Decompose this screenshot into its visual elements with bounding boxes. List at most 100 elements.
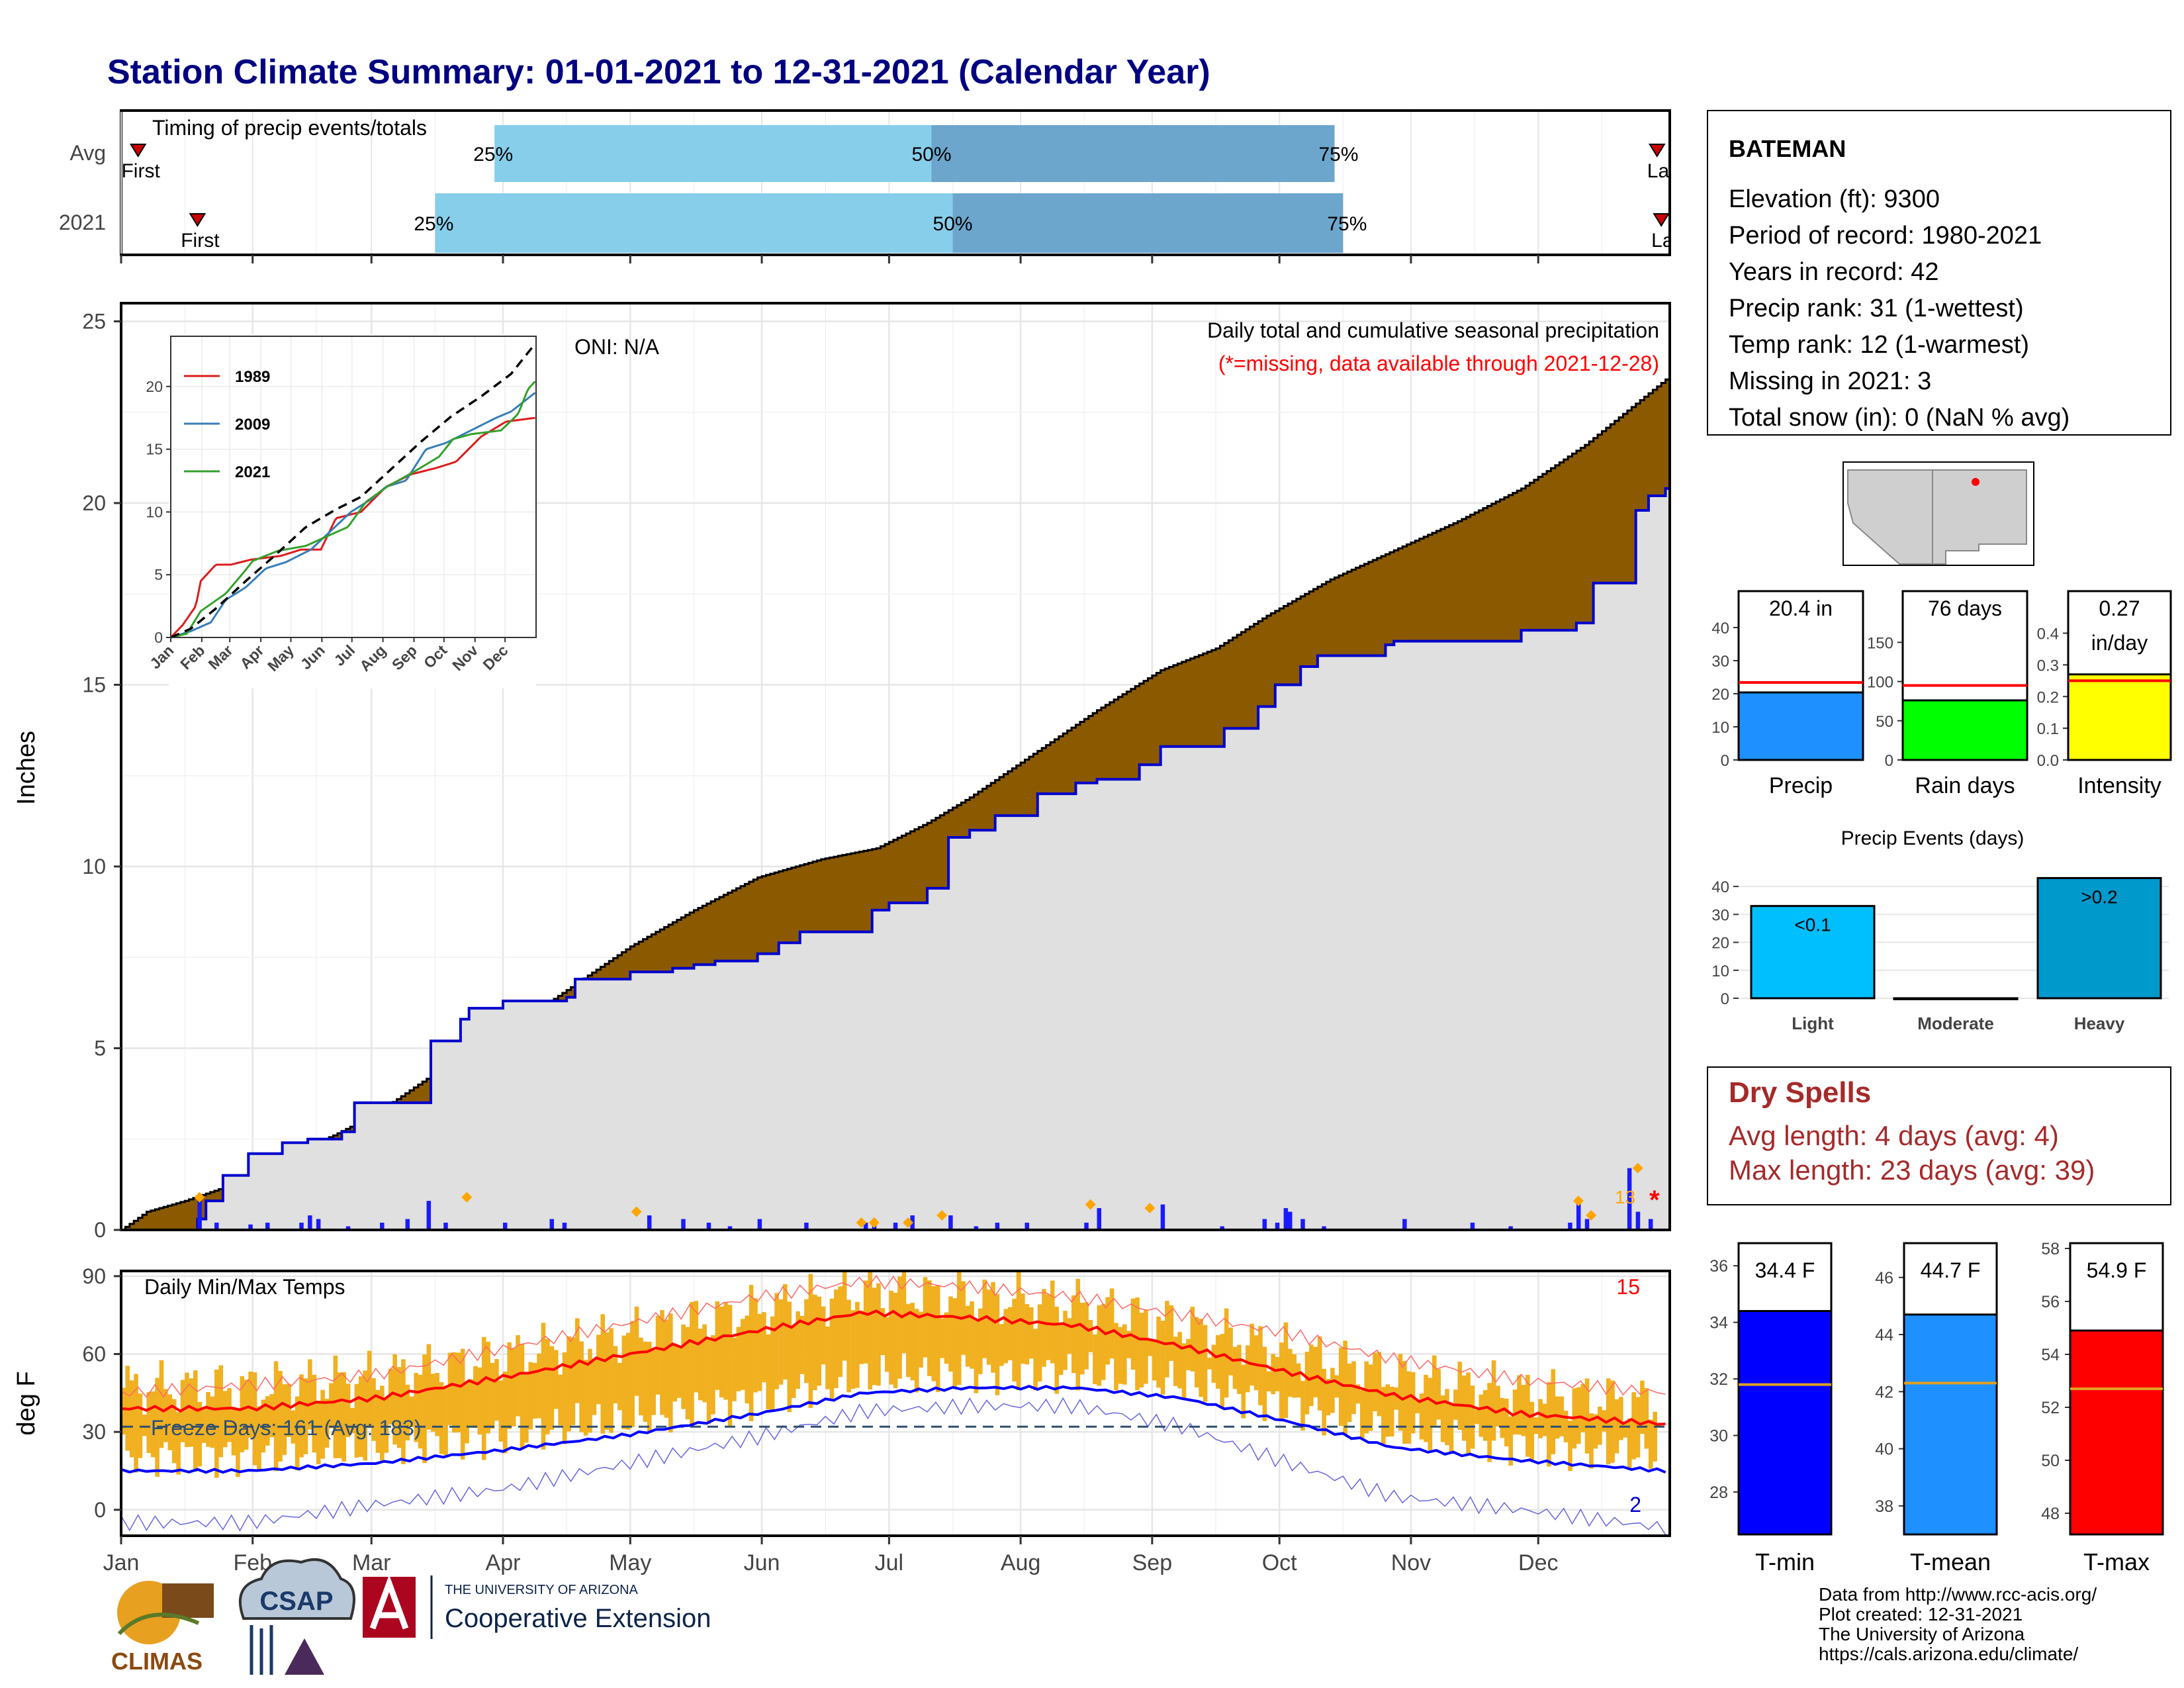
mini-1-value-0: 76 days (1928, 596, 2002, 620)
daily-bar-33 (1262, 1219, 1267, 1230)
temp-range-bar-320 (1479, 1394, 1484, 1437)
temp-range-bar-348 (1598, 1406, 1602, 1445)
temp-range-bar-259 (1220, 1334, 1225, 1409)
station-period: Period of record: 1980-2021 (1729, 222, 2042, 250)
temp-range-bar-280 (1309, 1344, 1314, 1407)
month-label-6: Jul (875, 1550, 903, 1575)
temp-range-bar-184 (901, 1271, 907, 1353)
temp-range-bar-177 (872, 1288, 877, 1385)
temp-range-bar-300 (1394, 1387, 1398, 1410)
temp-range-bar-292 (1360, 1390, 1365, 1438)
temp-range-bar-218 (1046, 1294, 1051, 1360)
temp-range-bar-149 (753, 1298, 758, 1393)
temp-range-bar-46 (316, 1400, 321, 1464)
temp-range-bar-35 (269, 1394, 274, 1438)
temp-range-bar-313 (1449, 1403, 1454, 1453)
temp-range-bar-77 (447, 1352, 453, 1425)
temp-range-bar-301 (1398, 1354, 1403, 1431)
precip-ytick-label-2: 10 (82, 855, 106, 878)
dry-spells-title: Dry Spells (1729, 1076, 1871, 1109)
temp-range-bar-59 (371, 1378, 376, 1441)
temp-range-bar-34 (265, 1396, 270, 1446)
temp-range-bar-94 (520, 1344, 525, 1448)
temp-range-bar-230 (1097, 1305, 1102, 1386)
mini-0-tick-label-4: 40 (1711, 620, 1729, 637)
station-temp-rank: Temp rank: 12 (1-warmest) (1729, 331, 2029, 359)
mini-1-tick-label-2: 100 (1867, 674, 1893, 692)
temp-range-bar-284 (1326, 1379, 1331, 1416)
temp-range-bar-92 (511, 1348, 516, 1427)
temp-range-bar-5 (142, 1415, 147, 1436)
temp-range-bar-97 (532, 1362, 537, 1419)
temp-range-bar-133 (685, 1327, 690, 1420)
temp-range-bar-222 (1063, 1311, 1068, 1370)
events-tick-label-3: 30 (1711, 906, 1729, 924)
temp-range-bar-29 (244, 1380, 249, 1450)
temp-range-bar-270 (1266, 1371, 1271, 1391)
temp-range-bar-103 (558, 1374, 563, 1426)
mini-1-tick-label-3: 150 (1867, 634, 1893, 652)
temp-ytick-label-2: 60 (82, 1342, 106, 1366)
station-precip-rank: Precip rank: 31 (1-wettest) (1729, 295, 2024, 322)
temp-range-bar-99 (541, 1323, 546, 1450)
mini-0-tick-label-3: 30 (1711, 653, 1729, 671)
missing-marker: * (1649, 1186, 1660, 1215)
month-label-8: Sep (1132, 1550, 1173, 1575)
temp-range-bar-39 (287, 1383, 291, 1437)
temp-range-bar-341 (1568, 1421, 1572, 1472)
footer-line-2: Plot created: 12-31-2021 (1819, 1604, 2023, 1624)
temp-range-bar-220 (1054, 1306, 1060, 1394)
temp-range-bar-143 (727, 1305, 733, 1427)
temp-range-bar-98 (537, 1353, 541, 1419)
precip-events-chart: Precip Events (days) 0 10 20 30 40 <0.1 Light M… (1711, 827, 2169, 1033)
temp-range-bar-165 (821, 1306, 826, 1365)
temp-range-bar-117 (617, 1362, 622, 1411)
temp-range-bar-11 (167, 1394, 173, 1450)
temp-range-bar-307 (1424, 1374, 1428, 1442)
temp-range-bar-243 (1152, 1339, 1157, 1381)
temp-range-bar-361 (1653, 1411, 1657, 1462)
daily-bar-20 (804, 1223, 809, 1230)
mini-1-label: Rain days (1915, 773, 2015, 798)
tbar-2-tick-label-5: 58 (2041, 1240, 2060, 1258)
temp-range-bar-303 (1406, 1371, 1412, 1444)
temp-range-bar-188 (919, 1311, 923, 1368)
mini-2-label: Intensity (2077, 773, 2161, 798)
temp-high-count: 15 (1616, 1275, 1640, 1299)
temp-range-bar-158 (791, 1326, 796, 1398)
temp-range-bar-52 (341, 1372, 346, 1462)
tbar-1-bar (1903, 1313, 1998, 1536)
temp-range-bar-330 (1521, 1385, 1526, 1436)
temp-ytick-label-0: 0 (94, 1498, 106, 1522)
month-label-7: Aug (1001, 1550, 1041, 1575)
timing-first-marker-0 (129, 144, 147, 158)
temp-range-bar-73 (431, 1374, 435, 1432)
temp-range-bar-125 (651, 1350, 656, 1415)
temp-range-bar-65 (396, 1367, 402, 1448)
temp-range-bar-291 (1355, 1384, 1361, 1404)
temp-range-bar-196 (952, 1298, 958, 1387)
timing-row-label-avg: Avg (69, 141, 106, 165)
tbar-0-tick-label-1: 30 (1709, 1427, 1728, 1445)
temp-range-bar-199 (965, 1305, 970, 1367)
events-bar-label-0: <0.1 (1794, 915, 1831, 935)
temp-range-bar-25 (227, 1388, 232, 1442)
temp-range-bar-327 (1508, 1416, 1513, 1466)
tbar-0-label: T-min (1755, 1548, 1815, 1575)
temp-range-bar-37 (278, 1370, 283, 1462)
temp-range-bar-72 (426, 1344, 432, 1430)
daily-precip-bars (197, 1168, 1653, 1230)
temp-range-bar-146 (741, 1319, 745, 1390)
temp-range-bar-163 (812, 1294, 817, 1391)
temp-range-bar-219 (1050, 1280, 1055, 1364)
temp-range-bar-118 (621, 1335, 627, 1429)
temp-range-bar-137 (702, 1324, 707, 1403)
temp-range-bar-139 (711, 1335, 715, 1415)
temp-range-bar-233 (1109, 1288, 1115, 1359)
month-label-5: Jun (744, 1550, 780, 1575)
mini-0-label: Precip (1769, 773, 1833, 798)
month-label-9: Oct (1262, 1550, 1297, 1575)
temp-range-bar-246 (1165, 1301, 1169, 1378)
